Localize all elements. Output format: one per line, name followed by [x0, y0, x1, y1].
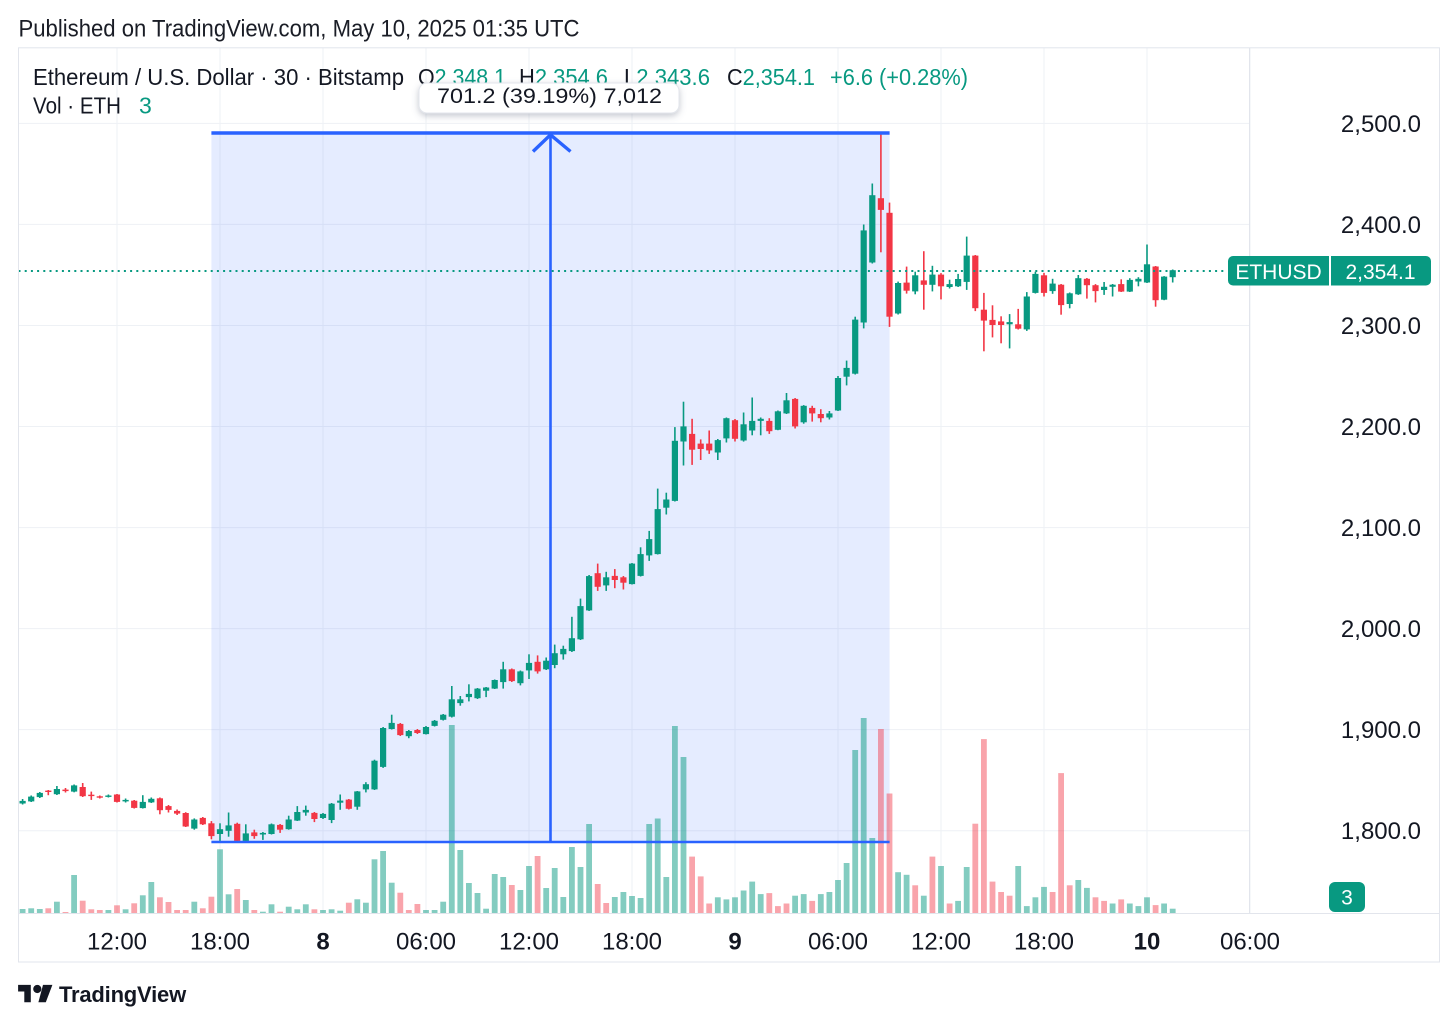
svg-text:C2,354.1: C2,354.1	[727, 64, 815, 90]
svg-text:2,400.0: 2,400.0	[1341, 212, 1421, 239]
svg-text:1,800.0: 1,800.0	[1341, 818, 1421, 845]
svg-text:3: 3	[139, 93, 152, 119]
svg-text:Published on TradingView.com,: Published on TradingView.com, May 10, 20…	[19, 15, 580, 42]
svg-text:2,354.1: 2,354.1	[1345, 261, 1415, 284]
svg-text:2,100.0: 2,100.0	[1341, 515, 1421, 542]
svg-text:8: 8	[316, 929, 329, 956]
svg-text:Ethereum / U.S. Dollar · 30 ·: Ethereum / U.S. Dollar · 30 · Bitstamp	[33, 64, 404, 90]
svg-text:Vol · ETH: Vol · ETH	[33, 93, 121, 119]
svg-text:1,900.0: 1,900.0	[1341, 717, 1421, 744]
svg-text:2,200.0: 2,200.0	[1341, 414, 1421, 441]
svg-text:ETHUSD: ETHUSD	[1235, 261, 1321, 284]
svg-text:18:00: 18:00	[1014, 929, 1074, 956]
svg-text:06:00: 06:00	[396, 929, 456, 956]
svg-text:701.2 (39.19%) 7,012: 701.2 (39.19%) 7,012	[437, 85, 662, 108]
svg-text:12:00: 12:00	[911, 929, 971, 956]
svg-text:12:00: 12:00	[499, 929, 559, 956]
svg-text:+6.6 (+0.28%): +6.6 (+0.28%)	[830, 64, 968, 90]
svg-text:18:00: 18:00	[190, 929, 250, 956]
svg-text:18:00: 18:00	[602, 929, 662, 956]
svg-text:06:00: 06:00	[1220, 929, 1280, 956]
svg-text:12:00: 12:00	[87, 929, 147, 956]
svg-text:2,300.0: 2,300.0	[1341, 313, 1421, 340]
svg-text:06:00: 06:00	[808, 929, 868, 956]
svg-text:10: 10	[1134, 929, 1161, 956]
svg-text:2,500.0: 2,500.0	[1341, 111, 1421, 138]
svg-text:3: 3	[1341, 887, 1353, 910]
svg-text:2,000.0: 2,000.0	[1341, 616, 1421, 643]
svg-text:9: 9	[728, 929, 741, 956]
